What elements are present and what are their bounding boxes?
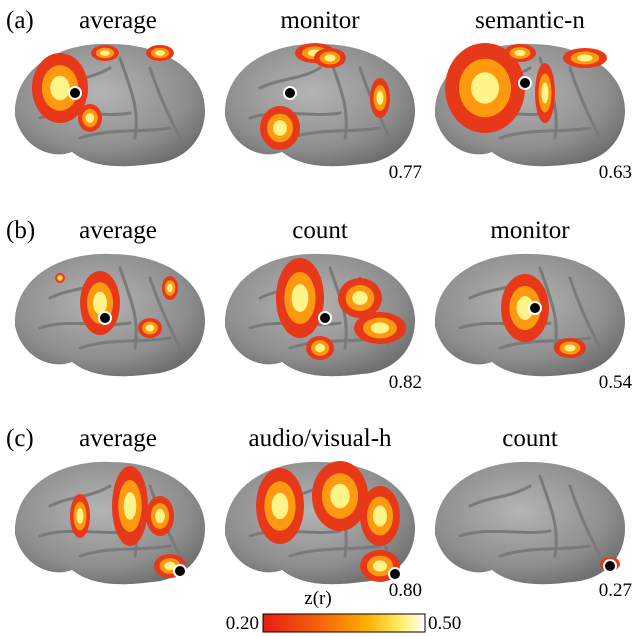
correlation-value: 0.77: [389, 162, 422, 183]
activation: [330, 484, 350, 509]
correlation-value: 0.54: [599, 372, 633, 393]
seed-dot: [319, 312, 331, 324]
activation: [577, 55, 592, 62]
colorbar-max: 0.50: [428, 613, 461, 634]
activation: [50, 76, 70, 101]
seed-dot: [389, 568, 401, 580]
row-label: (c): [6, 425, 34, 452]
panel-title: audio/visual-h: [248, 425, 392, 452]
activation: [93, 292, 107, 314]
panel-title: monitor: [280, 7, 360, 34]
brain: [435, 43, 625, 166]
panel-title: count: [292, 217, 348, 244]
brain: [225, 461, 415, 584]
activation: [315, 344, 325, 352]
colorbar-min: 0.20: [226, 613, 259, 634]
panel-title: semantic-n: [475, 7, 585, 34]
brain: [435, 254, 625, 376]
brain: [15, 44, 205, 166]
activation: [124, 492, 137, 520]
correlation-value: 0.80: [389, 580, 422, 601]
panel-title: monitor: [490, 217, 570, 244]
activation: [371, 322, 389, 333]
activation: [324, 55, 335, 62]
row-label: (a): [6, 7, 34, 34]
panel-title: average: [79, 217, 157, 244]
brain: [15, 462, 205, 584]
colorbar: [263, 614, 425, 632]
activation: [377, 91, 384, 105]
activation: [155, 509, 165, 523]
row-label: (b): [6, 217, 35, 244]
correlation-value: 0.82: [389, 372, 422, 393]
seed-dot: [519, 77, 531, 89]
activation: [373, 560, 387, 571]
brain: [225, 254, 415, 376]
activation: [542, 83, 549, 104]
activation: [272, 493, 289, 520]
activation: [86, 113, 94, 123]
seed-dot: [69, 87, 81, 99]
seed-dot: [529, 302, 541, 314]
seed-dot: [604, 560, 616, 572]
brain: [15, 254, 205, 376]
figure: z(r) 0.20 0.50 (a) average monitor 0.77 sema…: [0, 0, 636, 636]
brain: [225, 43, 415, 166]
activation: [373, 506, 387, 527]
correlation-value: 0.63: [599, 162, 632, 183]
seed-dot: [284, 87, 296, 99]
seed-dot: [99, 312, 111, 324]
activation: [564, 345, 575, 352]
activation: [514, 50, 525, 56]
activation: [146, 325, 154, 332]
brain-surface: [435, 462, 625, 584]
activation: [58, 276, 62, 280]
seed-dot: [174, 565, 186, 577]
activation: [352, 291, 367, 305]
panel-title: average: [79, 7, 157, 34]
panel-title: average: [79, 425, 157, 452]
brain: [435, 462, 625, 584]
colorbar-title: z(r): [304, 588, 331, 609]
activation: [273, 120, 287, 135]
activation: [292, 284, 309, 312]
activation: [167, 284, 173, 292]
activation: [100, 50, 110, 56]
activation: [471, 72, 499, 104]
panel-title: count: [502, 425, 558, 452]
correlation-value: 0.27: [599, 580, 632, 601]
activation: [155, 50, 165, 56]
activation: [77, 508, 84, 523]
